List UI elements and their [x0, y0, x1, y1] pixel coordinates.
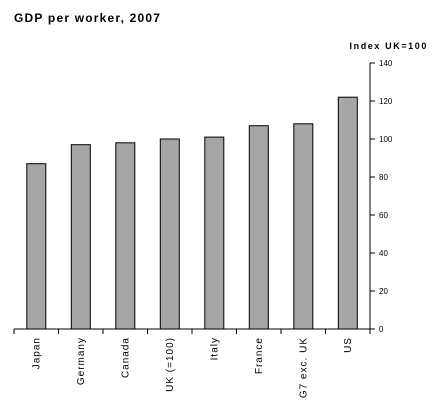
y-tick-label: 60	[379, 211, 388, 220]
bar	[204, 136, 225, 330]
bar	[115, 142, 136, 330]
x-tick-label: US	[343, 337, 354, 353]
bar	[159, 138, 180, 330]
x-tick-label: France	[254, 337, 265, 374]
y-tick-label: 140	[379, 59, 393, 68]
bar	[248, 125, 269, 330]
bar	[70, 144, 91, 330]
y-tick-label: 100	[379, 135, 393, 144]
y-tick-label: 0	[379, 325, 384, 334]
x-tick-label: UK (=100)	[165, 337, 176, 392]
y-tick-label: 120	[379, 97, 393, 106]
chart-title: GDP per worker, 2007	[14, 11, 162, 25]
y-tick-label: 80	[379, 173, 388, 182]
y-axis-title: Index UK=100	[349, 41, 428, 51]
x-tick-label: Canada	[120, 337, 131, 378]
bar	[26, 163, 47, 330]
y-tick-label: 20	[379, 287, 388, 296]
y-tick-label: 40	[379, 249, 388, 258]
x-tick-label: Italy	[209, 337, 220, 360]
x-tick-label: G7 exc. UK	[298, 337, 309, 398]
x-tick-label: Japan	[31, 337, 42, 369]
x-tick-label: Germany	[76, 337, 87, 385]
bar	[293, 123, 314, 330]
bar	[337, 96, 358, 330]
